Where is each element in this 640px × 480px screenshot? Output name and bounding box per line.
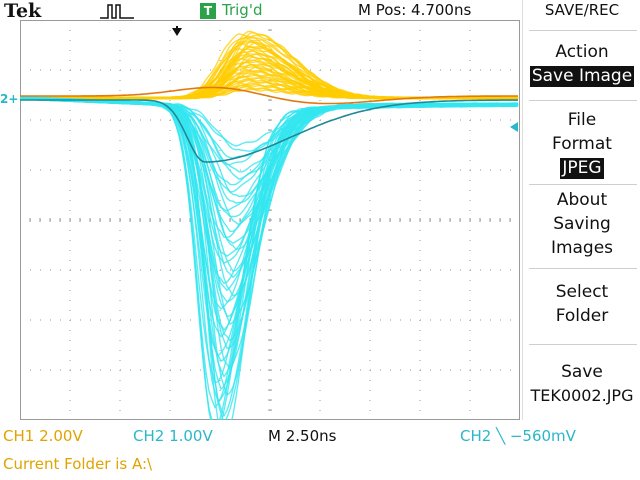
trigger-settings: CH2 ╲ −560mV	[460, 427, 576, 445]
waveform-display	[20, 20, 520, 420]
pulse-icon	[100, 4, 134, 19]
timebase: M 2.50ns	[268, 427, 337, 445]
menu-divider	[529, 184, 637, 185]
action-label: Action	[555, 42, 609, 62]
ch2-trace	[20, 96, 519, 363]
ch2-trace	[20, 96, 519, 342]
menu-title: SAVE/REC	[544, 1, 620, 19]
save-rec-menu: SAVE/REC Action Save Image File Format J…	[522, 0, 640, 420]
about-saving-images-button[interactable]: About Saving Images	[523, 188, 640, 260]
select-line-1: Select	[555, 282, 609, 302]
ch2-trace	[20, 96, 519, 420]
menu-divider	[529, 30, 637, 31]
trigger-status: Trig'd	[222, 1, 263, 19]
save-line-1: Save	[561, 362, 603, 382]
horizontal-position: M Pos: 4.700ns	[358, 1, 472, 19]
menu-divider	[529, 344, 637, 345]
action-value: Save Image	[529, 66, 635, 87]
ch2-trace	[20, 96, 519, 378]
ch2-trace	[20, 96, 519, 420]
ch2-scale: CH2 1.00V	[133, 427, 213, 445]
action-menu-button[interactable]: Action Save Image	[523, 40, 640, 88]
ch1-scale: CH1 2.00V	[3, 427, 83, 445]
select-line-2: Folder	[555, 306, 609, 326]
ch2-trace	[20, 96, 519, 350]
ch2-live-trace	[20, 99, 518, 163]
ch2-trace	[20, 96, 519, 370]
current-folder: Current Folder is A:\	[3, 455, 153, 473]
ch1-live-trace	[20, 86, 518, 105]
ch2-trace	[20, 96, 519, 418]
trigger-level-icon	[510, 122, 518, 132]
file-format-menu-button[interactable]: File Format JPEG	[523, 108, 640, 180]
bottom-status-bar: CH1 2.00V CH2 1.00V M 2.50ns CH2 ╲ −560m…	[0, 424, 640, 480]
ch2-trace	[20, 96, 519, 420]
menu-divider	[529, 100, 637, 101]
about-line-2: Saving	[553, 214, 611, 234]
save-file-button[interactable]: Save TEK0002.JPG	[523, 360, 640, 408]
about-line-1: About	[556, 190, 608, 210]
trigger-badge: T	[200, 3, 216, 19]
ch2-trace	[20, 96, 519, 357]
save-filename: TEK0002.JPG	[530, 386, 634, 405]
waveform-graticule	[20, 20, 520, 420]
file-format-label-1: File	[567, 110, 597, 130]
ch1-trace	[20, 46, 519, 100]
select-folder-button[interactable]: Select Folder	[523, 280, 640, 328]
menu-divider	[529, 268, 637, 269]
top-status-bar: Tek T Trig'd M Pos: 4.700ns	[0, 0, 520, 22]
file-format-label-2: Format	[552, 134, 612, 154]
about-line-3: Images	[550, 238, 614, 258]
trigger-position-icon	[172, 26, 182, 36]
ch2-trace	[20, 96, 519, 420]
ch2-ground-marker: 2+	[0, 92, 19, 106]
file-format-value: JPEG	[560, 158, 604, 179]
brand-logo: Tek	[4, 0, 42, 22]
